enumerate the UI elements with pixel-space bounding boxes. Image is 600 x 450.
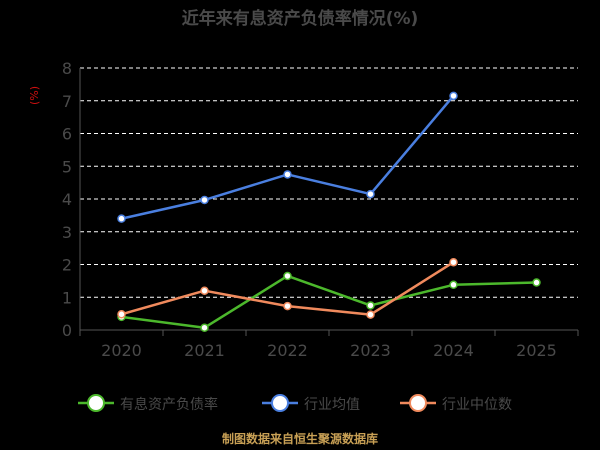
x-tick-label: 2021 [184, 341, 225, 360]
data-point [366, 301, 375, 310]
y-tick-label: 6 [62, 125, 72, 144]
data-point [449, 91, 458, 101]
y-tick-label: 7 [62, 92, 72, 111]
data-point [283, 271, 292, 281]
data-point [283, 170, 292, 179]
data-point [117, 214, 126, 223]
x-tick-label: 2024 [433, 341, 474, 360]
data-point [283, 301, 292, 311]
x-tick-label: 2020 [101, 341, 142, 360]
y-tick-label: 4 [62, 190, 72, 209]
legend-marker [409, 394, 427, 412]
x-tick-label: 2025 [516, 341, 557, 360]
data-point [200, 286, 209, 295]
y-tick-label: 1 [62, 288, 72, 307]
legend-label: 有息资产负债率 [120, 396, 218, 413]
y-tick-label: 5 [62, 157, 72, 176]
data-point [200, 195, 209, 205]
chart-title: 近年来有息资产负债率情况(%) [181, 9, 419, 29]
data-point [366, 310, 375, 319]
data-point [532, 278, 541, 287]
y-tick-label: 8 [62, 59, 72, 78]
y-tick-label: 0 [62, 321, 72, 340]
legend-label: 行业均值 [304, 397, 360, 413]
series-line-0 [121, 274, 537, 329]
data-point [200, 323, 209, 332]
series-line-1 [121, 95, 455, 220]
data-source-note: 制图数据来自恒生聚源数据库 [221, 432, 378, 446]
data-point [449, 280, 458, 290]
x-tick-label: 2022 [267, 341, 308, 360]
legend-label: 行业中位数 [442, 397, 512, 413]
x-tick-label: 2023 [350, 341, 391, 360]
legend-marker [87, 394, 105, 412]
legend-marker [271, 394, 289, 412]
data-point [449, 257, 458, 267]
y-tick-label: 2 [62, 256, 72, 275]
y-tick-label: 3 [62, 223, 72, 242]
data-point [366, 189, 375, 199]
data-point [117, 310, 126, 319]
